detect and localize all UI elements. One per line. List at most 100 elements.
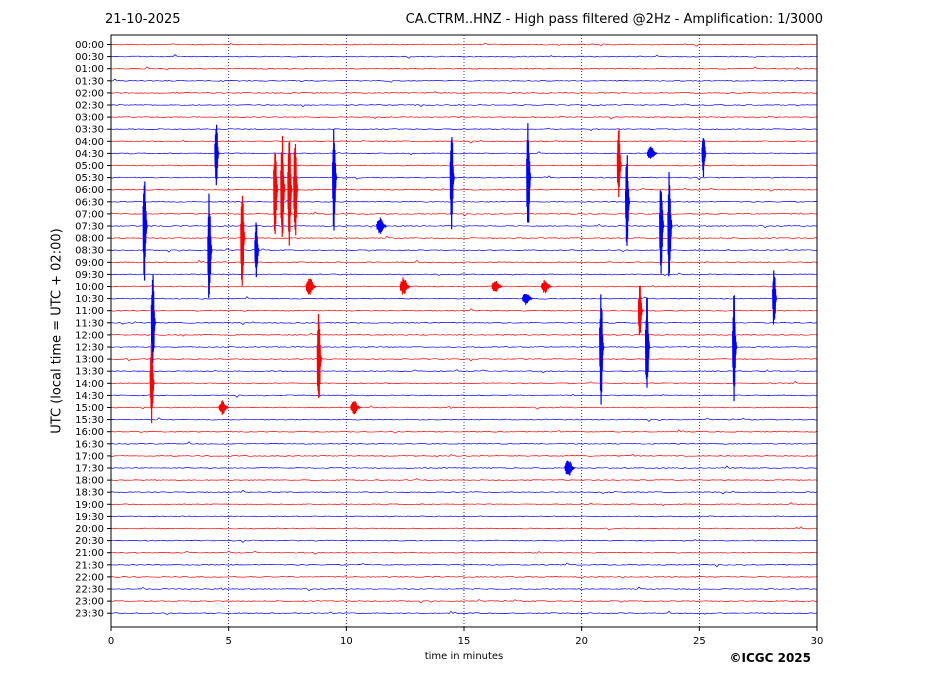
event-burst bbox=[624, 155, 631, 246]
event-burst bbox=[616, 128, 622, 198]
trace-0030 bbox=[110, 54, 818, 59]
trace-2300 bbox=[110, 599, 818, 604]
trace-0400 bbox=[110, 139, 818, 144]
y-tick-label: 05:30 bbox=[75, 173, 104, 184]
trace-0130 bbox=[110, 78, 818, 83]
x-tick-label: 30 bbox=[811, 636, 824, 647]
y-tick-label: 13:00 bbox=[75, 355, 104, 366]
event-burst bbox=[449, 137, 455, 230]
event-burst bbox=[637, 285, 644, 335]
trace-0900 bbox=[110, 259, 818, 264]
trace-0430 bbox=[110, 151, 818, 156]
event-burst bbox=[207, 193, 213, 298]
event-burst bbox=[149, 343, 155, 424]
y-tick-label: 22:30 bbox=[75, 585, 104, 596]
event-burst bbox=[564, 460, 576, 476]
event-burst bbox=[305, 278, 317, 295]
event-burst bbox=[240, 195, 246, 286]
x-tick-label: 10 bbox=[340, 636, 353, 647]
y-tick-label: 12:30 bbox=[75, 343, 104, 354]
event-burst bbox=[280, 135, 286, 237]
trace-2200 bbox=[110, 575, 818, 579]
trace-1300 bbox=[110, 356, 818, 362]
x-tick-label: 0 bbox=[108, 636, 114, 647]
y-tick-label: 05:00 bbox=[75, 161, 104, 172]
y-tick-label: 02:00 bbox=[75, 88, 104, 99]
y-tick-label: 11:00 bbox=[75, 306, 104, 317]
trace-2330 bbox=[110, 610, 818, 615]
y-tick-label: 18:30 bbox=[75, 488, 104, 499]
event-burst bbox=[491, 280, 503, 292]
trace-0300 bbox=[110, 115, 818, 120]
event-burst bbox=[659, 190, 665, 274]
y-tick-label: 19:00 bbox=[75, 500, 104, 511]
y-tick-label: 03:00 bbox=[75, 113, 104, 124]
trace-0730 bbox=[110, 223, 818, 229]
trace-1100 bbox=[110, 308, 818, 312]
trace-1630 bbox=[110, 441, 818, 446]
y-tick-label: 17:30 bbox=[75, 464, 104, 475]
y-tick-label: 13:30 bbox=[75, 367, 104, 378]
trace-0700 bbox=[110, 211, 818, 217]
chart-title: CA.CTRM..HNZ - High pass filtered @2Hz -… bbox=[405, 12, 823, 27]
y-tick-label: 15:00 bbox=[75, 403, 104, 414]
trace-0200 bbox=[110, 91, 818, 94]
y-tick-label: 00:00 bbox=[75, 40, 104, 51]
y-tick-label: 11:30 bbox=[75, 318, 104, 329]
y-tick-label: 07:00 bbox=[75, 209, 104, 220]
y-tick-label: 08:00 bbox=[75, 234, 104, 245]
y-tick-label: 16:00 bbox=[75, 427, 104, 438]
trace-2100 bbox=[110, 550, 818, 555]
y-tick-label: 15:30 bbox=[75, 415, 104, 426]
trace-0800 bbox=[110, 235, 818, 240]
event-burst bbox=[293, 144, 299, 236]
event-burst bbox=[667, 172, 673, 277]
y-tick-label: 23:30 bbox=[75, 609, 104, 620]
y-tick-label: 09:30 bbox=[75, 270, 104, 281]
y-tick-label: 02:30 bbox=[75, 101, 104, 112]
y-tick-label: 17:00 bbox=[75, 451, 104, 462]
trace-1000 bbox=[110, 284, 818, 288]
event-burst bbox=[273, 152, 279, 235]
y-tick-label: 20:00 bbox=[75, 524, 104, 535]
trace-0500 bbox=[110, 164, 818, 167]
event-burst bbox=[646, 146, 658, 159]
trace-0830 bbox=[110, 248, 818, 253]
event-burst bbox=[316, 314, 322, 399]
trace-1930 bbox=[110, 515, 818, 518]
y-tick-label: 10:00 bbox=[75, 282, 104, 293]
event-burst bbox=[540, 279, 552, 294]
event-burst bbox=[399, 277, 411, 295]
trace-0000 bbox=[110, 42, 818, 47]
plot-frame bbox=[110, 34, 818, 628]
y-tick-label: 00:30 bbox=[75, 52, 104, 63]
trace-1900 bbox=[110, 502, 818, 507]
y-tick-label: 14:30 bbox=[75, 391, 104, 402]
trace-1830 bbox=[110, 489, 818, 495]
event-burst bbox=[350, 401, 362, 415]
event-burst bbox=[214, 124, 220, 186]
event-burst bbox=[376, 217, 387, 234]
y-tick-label: 03:30 bbox=[75, 125, 104, 136]
trace-0600 bbox=[110, 187, 818, 192]
event-burst bbox=[599, 294, 605, 405]
trace-1030 bbox=[110, 296, 818, 300]
trace-2130 bbox=[110, 562, 818, 568]
trace-1430 bbox=[110, 393, 817, 398]
trace-1400 bbox=[110, 380, 818, 385]
event-burst bbox=[150, 274, 156, 364]
trace-0930 bbox=[110, 272, 818, 276]
event-burst bbox=[331, 129, 338, 231]
y-tick-label: 04:30 bbox=[75, 149, 104, 160]
trace-1730 bbox=[110, 465, 818, 470]
trace-1230 bbox=[110, 346, 818, 348]
event-burst bbox=[522, 293, 533, 305]
x-tick-label: 15 bbox=[458, 636, 471, 647]
x-tick-label: 25 bbox=[693, 636, 706, 647]
y-tick-label: 19:30 bbox=[75, 512, 104, 523]
event-burst bbox=[287, 142, 293, 246]
trace-2230 bbox=[110, 586, 818, 592]
y-tick-label: 22:00 bbox=[75, 572, 104, 583]
event-burst bbox=[772, 270, 778, 325]
